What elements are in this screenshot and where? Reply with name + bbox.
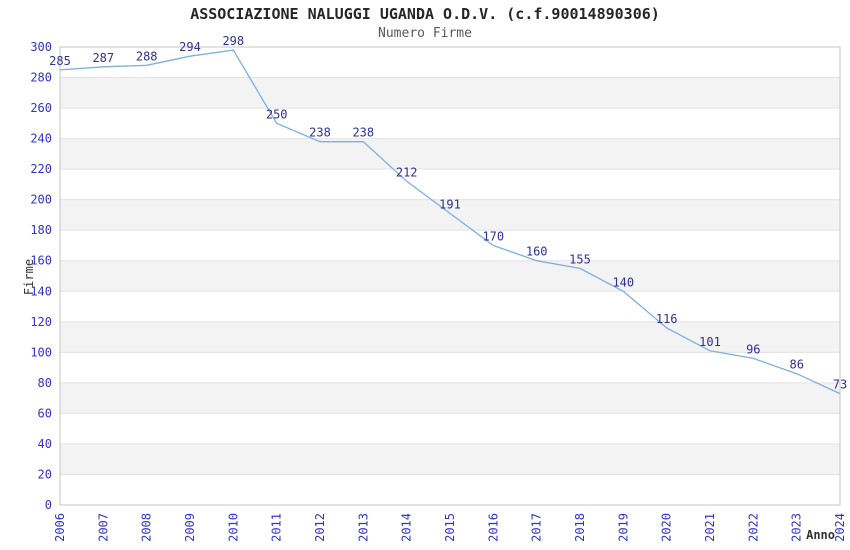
- data-label: 170: [482, 230, 504, 244]
- y-tick-label: 80: [38, 376, 52, 390]
- y-tick-label: 120: [30, 315, 52, 329]
- band: [60, 138, 840, 170]
- data-label: 116: [656, 312, 678, 326]
- x-tick-label: 2024: [833, 513, 847, 542]
- chart-title: ASSOCIAZIONE NALUGGI UGANDA O.D.V. (c.f.…: [190, 5, 660, 23]
- y-tick-label: 180: [30, 223, 52, 237]
- y-tick-label: 260: [30, 101, 52, 115]
- x-tick-label: 2019: [616, 513, 630, 542]
- x-tick-label: 2016: [486, 513, 500, 542]
- y-tick-label: 220: [30, 162, 52, 176]
- data-label: 155: [569, 252, 591, 266]
- x-tick-label: 2013: [356, 513, 370, 542]
- y-tick-label: 100: [30, 345, 52, 359]
- data-label: 160: [526, 245, 548, 259]
- data-label: 287: [92, 51, 114, 65]
- data-label: 140: [612, 275, 634, 289]
- x-tick-label: 2017: [530, 513, 544, 542]
- data-label: 285: [49, 54, 71, 68]
- x-tick-label: 2007: [96, 513, 110, 542]
- y-tick-label: 300: [30, 40, 52, 54]
- plot-border: [59, 46, 841, 506]
- band: [60, 199, 840, 231]
- data-label: 96: [746, 342, 760, 356]
- y-tick-label: 240: [30, 132, 52, 146]
- x-tick-label: 2015: [443, 513, 457, 542]
- x-tick-label: 2020: [660, 513, 674, 542]
- data-label: 73: [833, 378, 847, 392]
- band: [60, 77, 840, 109]
- x-tick-label: 2022: [746, 513, 760, 542]
- data-label: 294: [179, 40, 201, 54]
- y-tick-label: 60: [38, 406, 52, 420]
- data-label: 238: [309, 126, 331, 140]
- x-tick-label: 2006: [53, 513, 67, 542]
- x-axis-title: Anno: [806, 528, 835, 542]
- band: [60, 260, 840, 292]
- data-line: [59, 49, 841, 395]
- data-label: 298: [222, 34, 244, 48]
- y-tick-label: 40: [38, 437, 52, 451]
- y-tick-label: 0: [45, 498, 52, 512]
- x-tick-label: 2010: [226, 513, 240, 542]
- y-tick-label: 20: [38, 468, 52, 482]
- x-tick-label: 2012: [313, 513, 327, 542]
- x-tick-label: 2009: [183, 513, 197, 542]
- band: [60, 443, 840, 475]
- data-label: 250: [266, 107, 288, 121]
- x-tick-label: 2021: [703, 513, 717, 542]
- y-tick-label: 200: [30, 193, 52, 207]
- x-tick-label: 2023: [790, 513, 804, 542]
- data-label: 101: [699, 335, 721, 349]
- data-label: 238: [352, 126, 374, 140]
- x-tick-label: 2014: [400, 513, 414, 542]
- y-tick-label: 140: [30, 284, 52, 298]
- x-tick-label: 2011: [270, 513, 284, 542]
- data-label: 86: [789, 358, 803, 372]
- band: [60, 321, 840, 353]
- chart-subtitle: Numero Firme: [378, 26, 472, 41]
- band: [60, 382, 840, 414]
- y-tick-label: 280: [30, 71, 52, 85]
- x-tick-label: 2008: [140, 513, 154, 542]
- data-label: 288: [136, 49, 158, 63]
- data-label: 212: [396, 165, 418, 179]
- data-label: 191: [439, 197, 461, 211]
- x-tick-label: 2018: [573, 513, 587, 542]
- y-tick-label: 160: [30, 254, 52, 268]
